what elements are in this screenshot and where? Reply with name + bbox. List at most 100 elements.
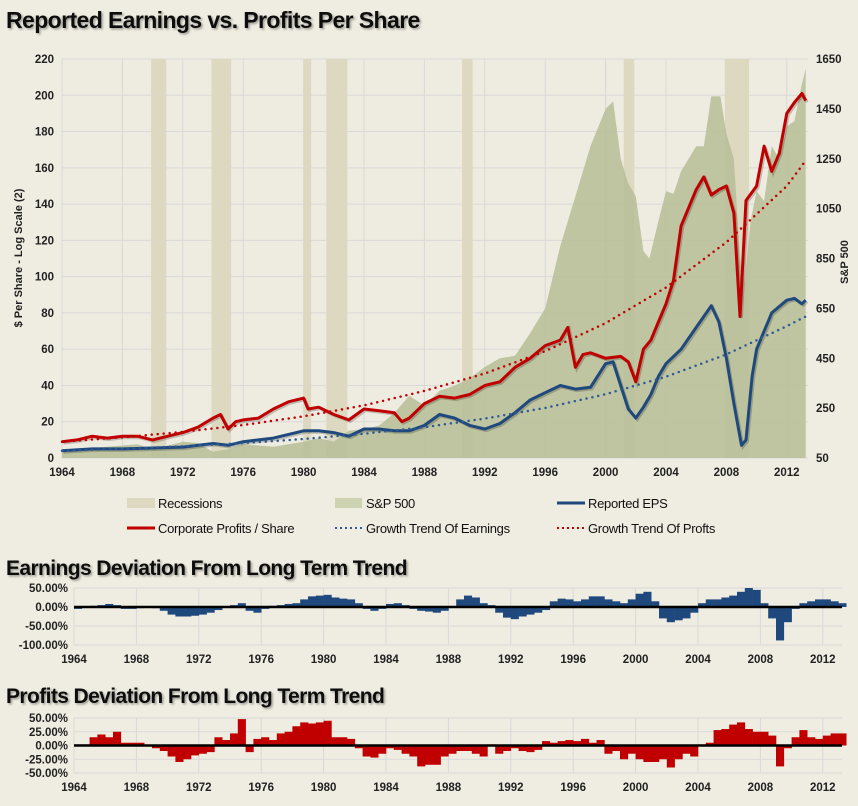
deviation-bar bbox=[417, 745, 426, 767]
deviation-bar bbox=[471, 597, 480, 607]
x-tick-label: 1976 bbox=[248, 782, 274, 794]
deviation-bar bbox=[674, 607, 683, 621]
deviation-bar bbox=[284, 603, 293, 607]
deviation-bar bbox=[822, 599, 831, 607]
x-tick-label: 1980 bbox=[311, 782, 337, 794]
deviation-bar bbox=[347, 599, 356, 607]
deviation-bar bbox=[620, 745, 629, 760]
x-tick-label: 1964 bbox=[61, 782, 87, 794]
y-tick-label: 100 bbox=[35, 272, 54, 284]
deviation-bar bbox=[456, 745, 465, 751]
x-tick-label: 1992 bbox=[472, 467, 498, 479]
deviation-bar bbox=[191, 745, 200, 756]
deviation-bar bbox=[729, 724, 738, 746]
x-tick-label: 1980 bbox=[311, 654, 337, 666]
deviation-bar bbox=[432, 745, 441, 765]
deviation-bar bbox=[830, 601, 839, 607]
deviation-bar bbox=[105, 603, 114, 607]
deviation-bar bbox=[534, 607, 543, 613]
series-line-growth-trend-of-profts bbox=[60, 159, 807, 443]
deviation-bar bbox=[807, 737, 816, 746]
x-tick-label: 1980 bbox=[291, 467, 317, 479]
deviation-bar bbox=[596, 596, 605, 607]
y-tick-label: 220 bbox=[35, 54, 54, 66]
deviation-bar bbox=[791, 737, 800, 746]
deviation-bar bbox=[159, 607, 168, 611]
y-tick-label: 200 bbox=[35, 90, 54, 102]
deviation-bar bbox=[838, 603, 847, 607]
y2-tick-label: 450 bbox=[816, 353, 835, 365]
y-tick-label: 120 bbox=[35, 235, 54, 247]
y2-tick-label: 650 bbox=[816, 303, 835, 315]
deviation-bar bbox=[713, 730, 722, 746]
deviation-bar bbox=[198, 607, 207, 615]
y-tick-label: -100.00% bbox=[19, 640, 68, 652]
deviation-bar bbox=[581, 738, 590, 746]
deviation-bar bbox=[768, 607, 777, 619]
x-tick-label: 2008 bbox=[748, 782, 774, 794]
y-tick-label: 25.00% bbox=[29, 727, 68, 739]
deviation-bar bbox=[198, 745, 207, 754]
earnings-deviation-title: Earnings Deviation From Long Term Trend bbox=[6, 557, 407, 580]
deviation-bar bbox=[643, 745, 652, 762]
deviation-bar bbox=[354, 745, 363, 749]
deviation-bar bbox=[612, 601, 621, 607]
recession-band bbox=[303, 59, 312, 458]
deviation-bar bbox=[370, 745, 379, 758]
deviation-bar bbox=[300, 599, 309, 607]
series-line-growth-trend-of-earnings bbox=[60, 315, 807, 452]
deviation-bar bbox=[167, 745, 176, 757]
x-tick-label: 1996 bbox=[532, 467, 558, 479]
deviation-bar bbox=[503, 745, 512, 751]
y-tick-label: 80 bbox=[41, 308, 54, 320]
deviation-bar bbox=[308, 723, 317, 746]
deviation-bar bbox=[713, 599, 722, 607]
deviation-bar bbox=[588, 742, 597, 746]
y2-tick-label: 50 bbox=[816, 453, 829, 465]
deviation-bar bbox=[690, 607, 699, 613]
y-tick-label: 140 bbox=[35, 199, 54, 211]
earnings-deviation-tick-labels: 50.00% 0.00% -50.00% -100.00% 1964 1968 1972 19… bbox=[19, 583, 836, 666]
y-tick-label: 50.00% bbox=[29, 583, 68, 595]
deviation-bar bbox=[175, 745, 184, 762]
deviation-bar bbox=[776, 607, 785, 641]
deviation-bar bbox=[222, 740, 231, 746]
deviation-bar bbox=[807, 601, 816, 607]
deviation-bar bbox=[518, 745, 527, 751]
deviation-bar bbox=[362, 745, 371, 757]
deviation-bar bbox=[822, 735, 831, 746]
x-tick-label: 2000 bbox=[593, 467, 619, 479]
deviation-bar bbox=[386, 603, 395, 607]
deviation-bar bbox=[573, 741, 582, 746]
deviation-bar bbox=[113, 731, 122, 746]
deviation-bar bbox=[612, 745, 621, 751]
x-tick-label: 1964 bbox=[49, 467, 75, 479]
legend-label-eps: Reported EPS bbox=[588, 496, 668, 511]
x-tick-label: 1968 bbox=[124, 654, 150, 666]
x-tick-label: 1964 bbox=[61, 654, 87, 666]
y2-tick-label: 1450 bbox=[816, 104, 842, 116]
series-line-corporate-profits-share bbox=[61, 92, 808, 444]
deviation-bar bbox=[815, 599, 824, 607]
deviation-bar bbox=[783, 607, 792, 623]
x-tick-label: 1992 bbox=[498, 782, 524, 794]
deviation-bar bbox=[651, 745, 660, 762]
deviation-bar bbox=[183, 745, 192, 760]
deviation-bar bbox=[557, 741, 566, 746]
deviation-bar bbox=[315, 595, 324, 607]
deviation-bar bbox=[183, 607, 192, 617]
deviation-bar bbox=[698, 603, 707, 607]
deviation-bar bbox=[534, 745, 543, 750]
x-tick-label: 1988 bbox=[436, 782, 462, 794]
deviation-bar bbox=[627, 599, 636, 607]
profits-deviation-tick-labels: 50.00% 25.00% 0.00%-25.00% -50.00% 1964 1968 1… bbox=[25, 713, 835, 794]
deviation-bar bbox=[799, 730, 808, 746]
deviation-bar bbox=[503, 607, 512, 618]
deviation-bar bbox=[393, 603, 402, 607]
deviation-bar bbox=[674, 745, 683, 760]
profits-deviation-bars bbox=[74, 719, 847, 768]
deviation-bar bbox=[518, 607, 527, 617]
deviation-bar bbox=[776, 745, 785, 767]
deviation-bar bbox=[604, 599, 613, 607]
main-series-lines bbox=[60, 92, 809, 454]
